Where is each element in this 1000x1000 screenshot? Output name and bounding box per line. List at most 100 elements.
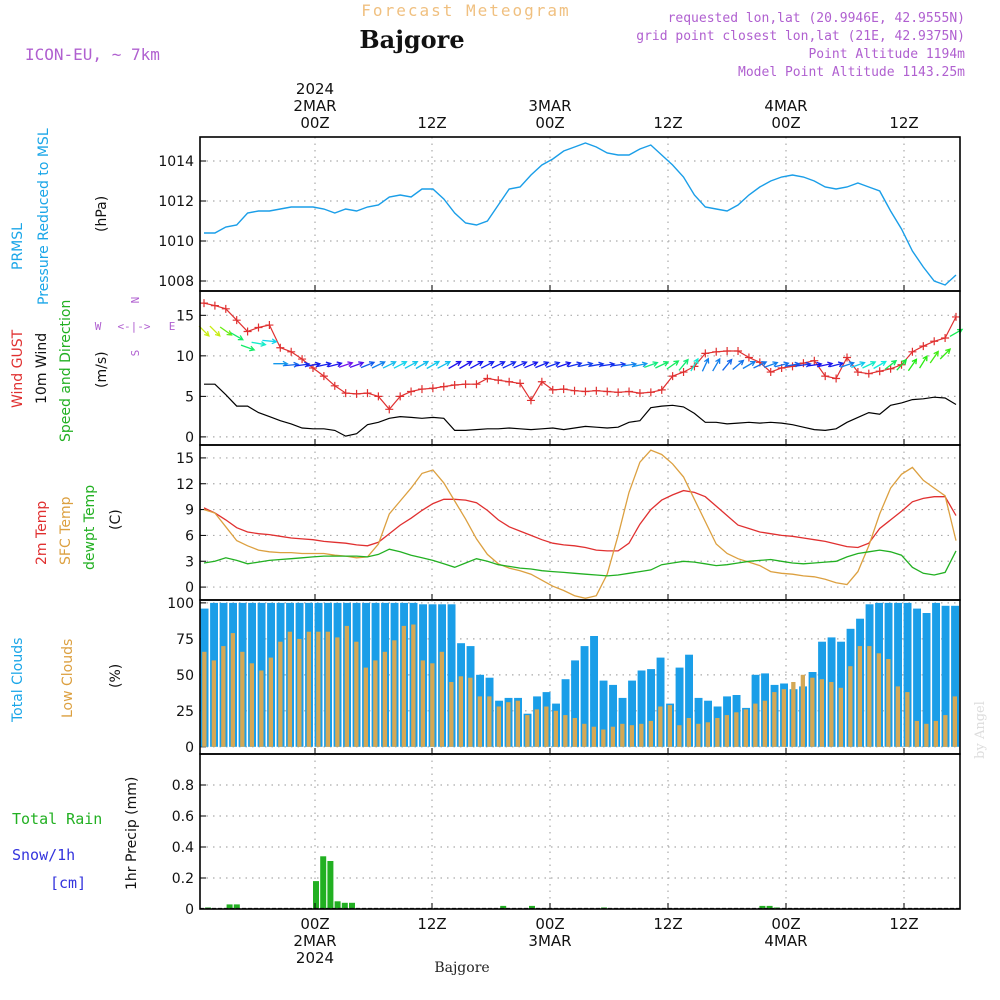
total-cloud-bar [685, 654, 693, 747]
total-cloud-bar [561, 679, 570, 747]
pressure-ytick-label-3: 1014 [158, 154, 194, 170]
total-cloud-bar [599, 680, 608, 747]
clouds-ytick-label-0: 0 [185, 740, 194, 756]
wind-direction-arrow [360, 361, 376, 369]
dewpt-line [203, 548, 957, 577]
wind-direction-arrow [862, 361, 877, 369]
footer-station: Bajgore [434, 960, 489, 976]
gust-marker [603, 387, 612, 396]
top-time-label: 12Z [653, 114, 682, 132]
total-cloud-bar [894, 602, 902, 747]
bottom-time-label: 12Z [417, 915, 446, 933]
gust-marker [276, 343, 285, 352]
total-cloud-bar [903, 602, 912, 747]
temp2m-line [203, 489, 957, 552]
clouds-ytick-label-2: 50 [176, 668, 194, 684]
low-cloud-bar [259, 670, 264, 747]
gust-marker [668, 372, 677, 381]
total-cloud-bar [656, 657, 665, 747]
gust-marker [941, 334, 950, 343]
low-cloud-bar [487, 696, 492, 747]
top-time-label: 12Z [417, 114, 446, 132]
sfc-temp-line [203, 449, 957, 599]
low-cloud-bar [867, 646, 872, 747]
low-cloud-bar [544, 706, 549, 747]
gust-marker [396, 392, 405, 401]
panel-clouds: 0 25 50 75 100 [167, 596, 961, 756]
wind-direction-arrow [316, 361, 333, 368]
low-cloud-bar [848, 666, 853, 747]
low-cloud-bar [316, 631, 321, 747]
low-cloud-bar [325, 631, 330, 747]
wind-direction-arrow [873, 360, 887, 370]
low-cloud-bar [724, 715, 729, 747]
gust-marker [319, 372, 328, 381]
chart-panels: 1008 1010 1012 1014 0 5 10 15 0 3 6 9 12 15 0 25 50 75 100… [158, 136, 964, 918]
low-cloud-bar [249, 663, 254, 747]
low-cloud-bar [914, 720, 919, 747]
wind-direction-arrow [567, 361, 583, 368]
low-cloud-bar [278, 641, 283, 747]
wind-gust-line [203, 302, 957, 411]
top-time-label: 3MAR [528, 97, 571, 115]
wind-direction-arrow [513, 361, 528, 369]
low-cloud-bar [477, 696, 482, 747]
low-cloud-bar [829, 682, 834, 747]
low-cloud-bar [221, 646, 226, 747]
rain-bar [766, 905, 773, 909]
low-cloud-bar [734, 712, 739, 747]
gust-marker [330, 381, 339, 390]
bottom-time-label: 2MAR [293, 932, 336, 950]
low-cloud-bar [430, 663, 435, 747]
gust-marker [635, 389, 644, 398]
wind-direction-arrow [851, 361, 866, 369]
total-cloud-bar [590, 636, 598, 747]
rain-bar [313, 881, 319, 909]
bottom-time-label: 00Z [771, 915, 800, 933]
compass-s: S [129, 350, 142, 357]
low-cloud-bar [791, 682, 796, 747]
wind-direction-arrow [404, 361, 419, 369]
wind-direction-arrow [209, 325, 221, 337]
wind-direction-arrow [929, 350, 939, 364]
low-cloud-bar [838, 687, 843, 747]
low-cloud-bar [297, 638, 302, 747]
wind-direction-arrow [459, 360, 473, 370]
low-cloud-bar [772, 692, 777, 747]
wind-direction-arrow [829, 361, 845, 368]
top-time-label: 12Z [889, 114, 918, 132]
wind-unit: (m/s) [94, 351, 110, 388]
low-cloud-bar [344, 625, 349, 747]
wind-direction-arrow [338, 361, 354, 368]
total-cloud-bar [694, 697, 703, 747]
gust-marker [614, 388, 623, 397]
wind-direction-arrow [712, 357, 721, 372]
wind-direction-arrow [556, 361, 572, 368]
gust-marker [428, 384, 437, 393]
low-cloud-bar [715, 718, 720, 747]
rain-bar [233, 904, 240, 909]
precip-unit: 1hr Precip (mm) [124, 777, 140, 890]
gust-marker [210, 301, 219, 310]
rain-bar [334, 901, 341, 910]
precip-ytick-label-2: 0.4 [172, 840, 194, 856]
total-cloud-bar [675, 667, 684, 747]
total-cloud-bar [618, 697, 627, 747]
temperature-ytick-label-3: 9 [185, 503, 194, 519]
low-cloud-bar [905, 692, 910, 747]
temperature-ytick-label-2: 6 [185, 528, 194, 544]
low-cloud-bar [458, 676, 463, 747]
wind-gust-label: Wind GUST [10, 329, 26, 408]
precip-frame [199, 753, 961, 910]
wind-10m-label: 10m Wind [34, 333, 50, 404]
watermark: by Angel [973, 701, 988, 759]
pressure-unit: (hPa) [94, 196, 110, 232]
wind-direction-arrow [240, 344, 256, 352]
gust-marker [417, 385, 426, 394]
wind-ytick-label-0: 0 [185, 430, 194, 446]
gust-marker [483, 374, 492, 383]
top-time-label: 2024 [296, 80, 334, 98]
gust-marker [701, 349, 710, 358]
